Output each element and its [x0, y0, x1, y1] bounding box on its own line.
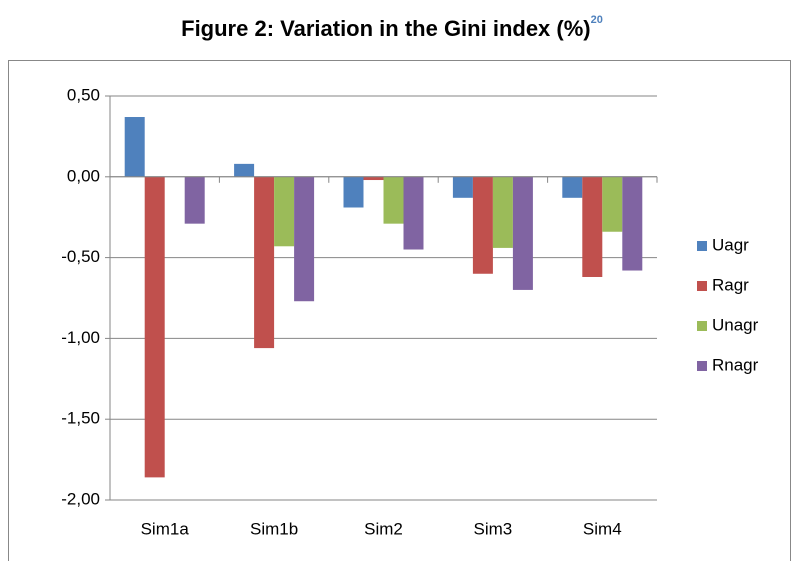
chart-border	[8, 60, 791, 561]
y-tick-label: -1,50	[61, 409, 100, 428]
legend-swatch	[697, 361, 707, 371]
legend-swatch	[697, 321, 707, 331]
bar	[472, 176, 493, 274]
title-text: Figure 2: Variation in the Gini index (%…	[181, 16, 591, 41]
bar	[124, 117, 145, 177]
bar	[403, 176, 424, 250]
bar	[622, 176, 643, 271]
bar	[184, 176, 205, 224]
x-tick-label: Sim3	[474, 519, 513, 538]
x-tick-label: Sim1b	[250, 519, 298, 538]
y-tick-label: -0,50	[61, 247, 100, 266]
legend-label: Unagr	[712, 315, 759, 334]
bar	[294, 176, 315, 302]
legend-swatch	[697, 241, 707, 251]
x-tick-label: Sim2	[364, 519, 403, 538]
bar	[363, 176, 384, 181]
legend-label: Rnagr	[712, 355, 759, 374]
chart-title: Figure 2: Variation in the Gini index (%…	[181, 14, 603, 41]
bar	[343, 176, 364, 208]
bar	[274, 176, 295, 247]
legend-label: Ragr	[712, 275, 749, 294]
legend-swatch	[697, 281, 707, 291]
bar	[512, 176, 533, 290]
bar	[144, 176, 165, 478]
bar	[383, 176, 404, 224]
title-note: 20	[591, 14, 603, 26]
bar	[582, 176, 603, 277]
bar	[602, 176, 623, 232]
y-tick-label: 0,50	[67, 85, 100, 104]
bar	[492, 176, 513, 248]
y-tick-label: -2,00	[61, 489, 100, 508]
bar	[254, 176, 275, 349]
bar	[562, 176, 583, 198]
legend-label: Uagr	[712, 235, 749, 254]
x-tick-label: Sim4	[583, 519, 622, 538]
y-tick-label: 0,00	[67, 166, 100, 185]
y-tick-label: -1,00	[61, 328, 100, 347]
bar	[452, 176, 473, 198]
x-tick-label: Sim1a	[141, 519, 190, 538]
bar	[234, 163, 255, 177]
